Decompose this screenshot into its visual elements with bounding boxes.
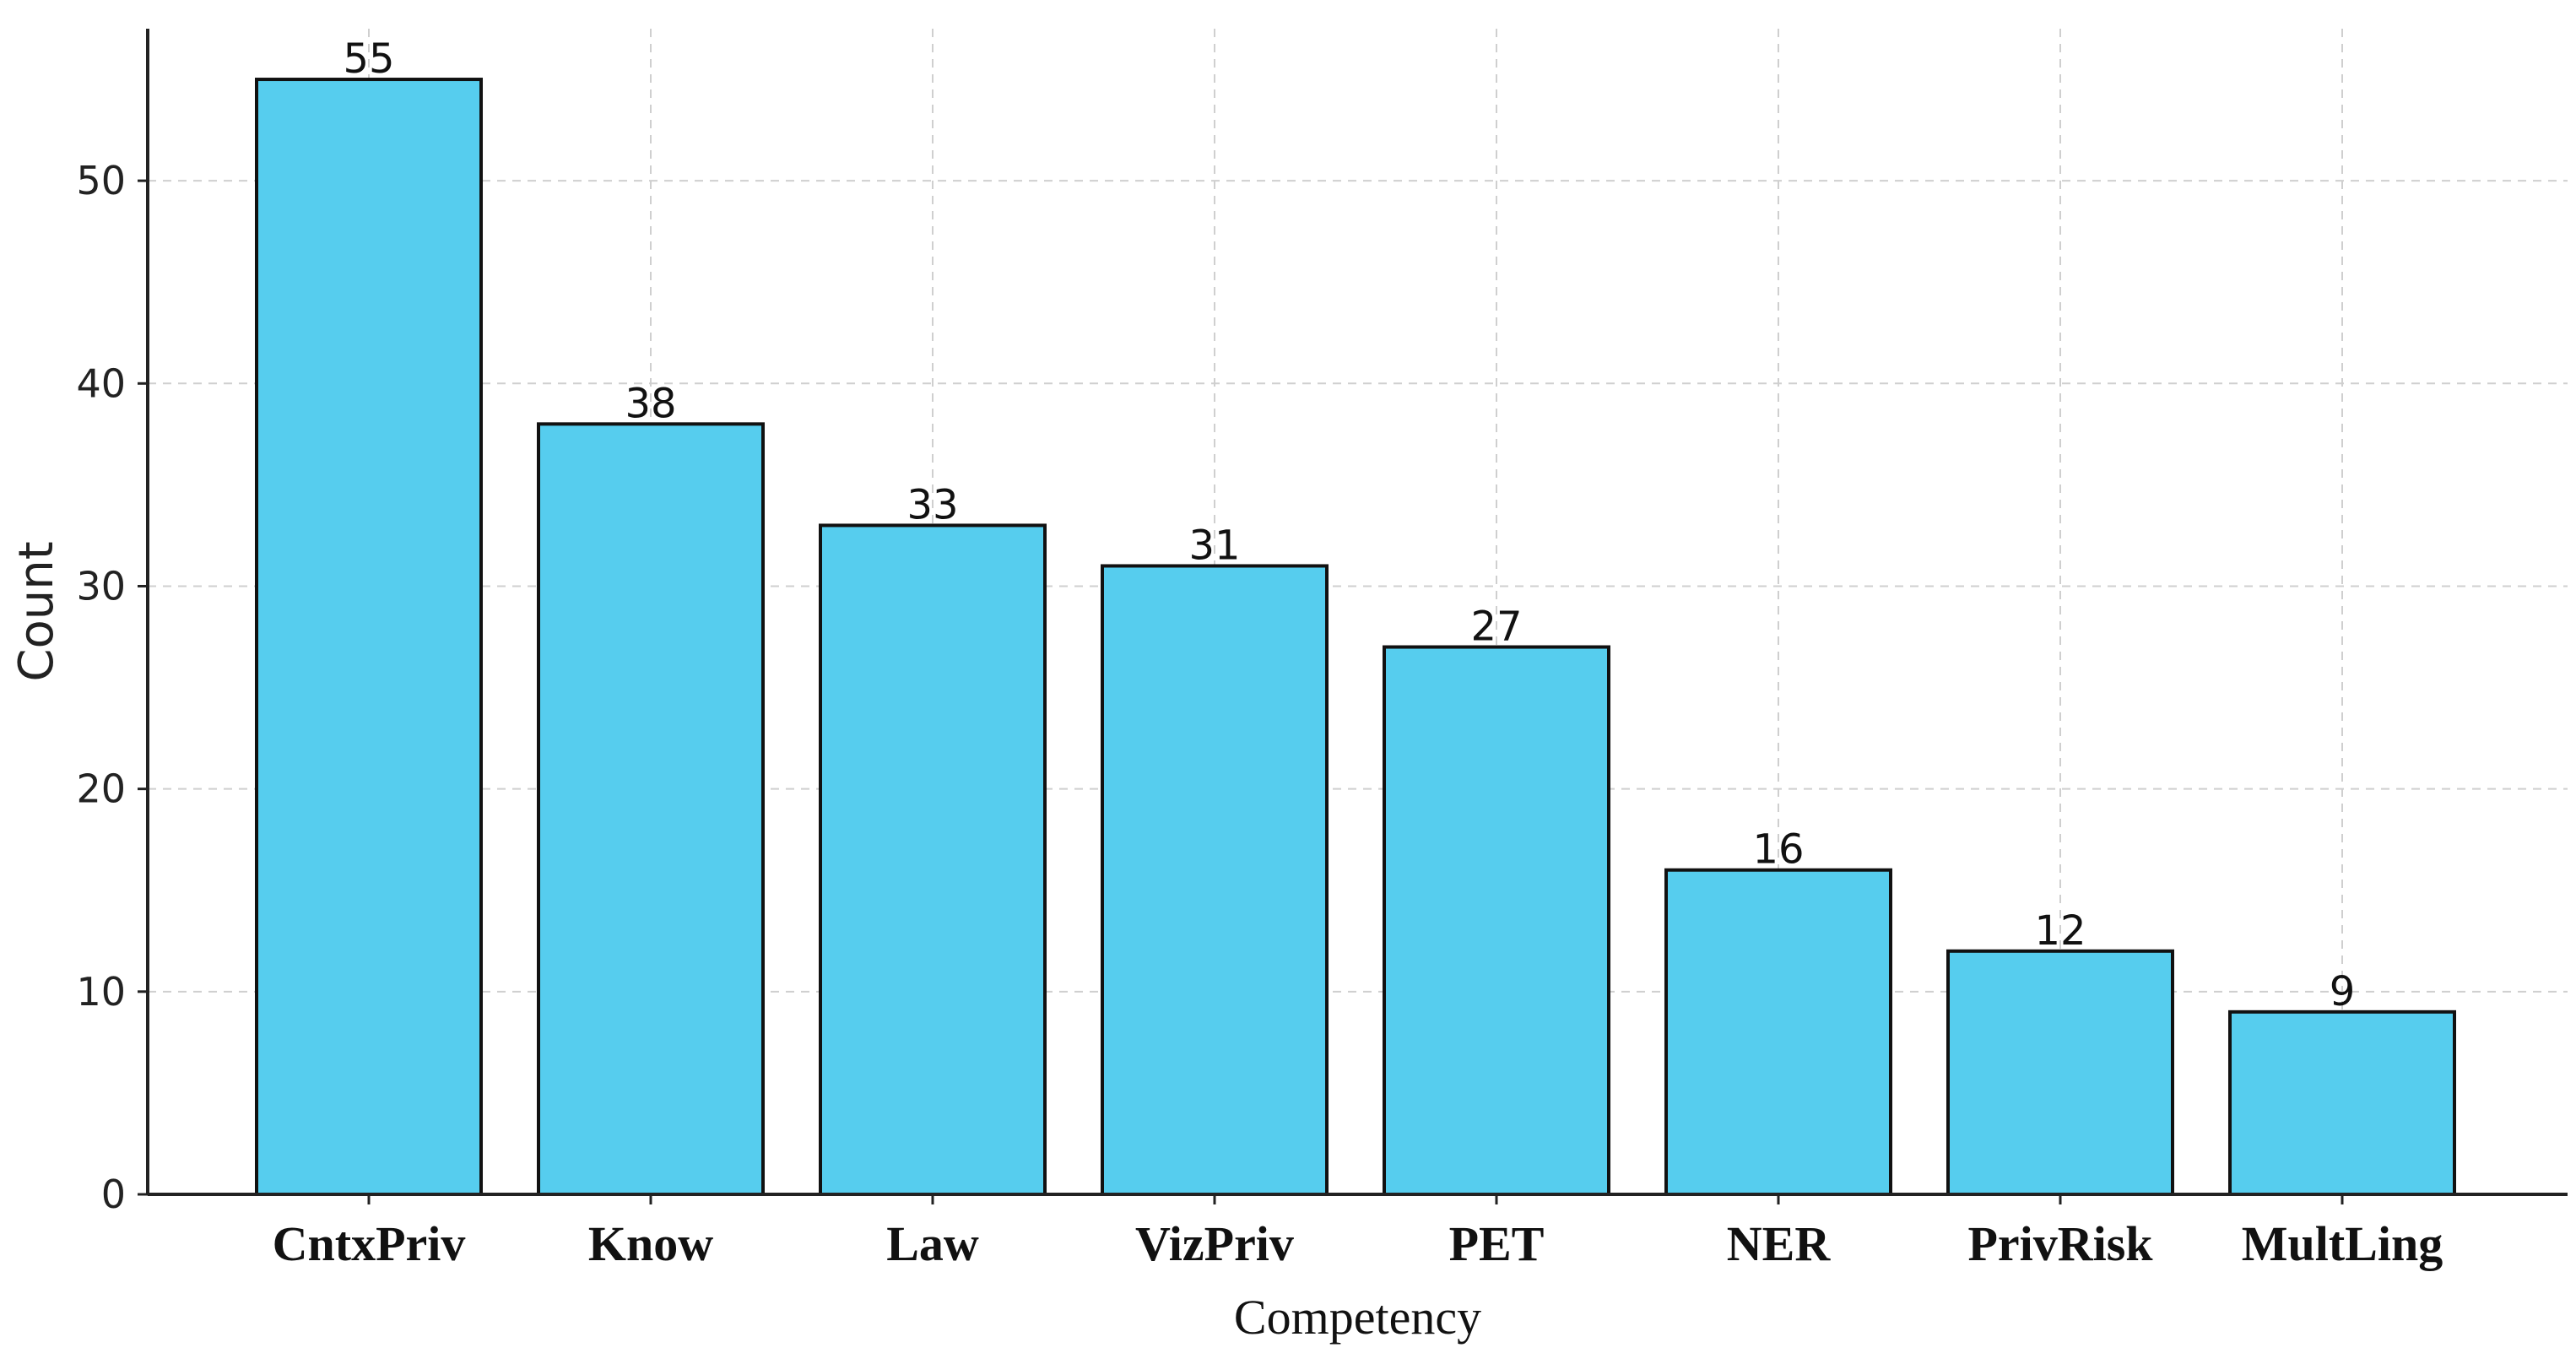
bar-vizpriv <box>1101 564 1329 1196</box>
bar-ner <box>1664 868 1892 1196</box>
bar-cntxpriv <box>255 78 483 1197</box>
data-label: 27 <box>1470 604 1522 651</box>
x-axis-title: Competency <box>1234 1290 1481 1345</box>
bar-privrisk <box>1946 949 2174 1196</box>
y-tick-label: 0 <box>101 1172 126 1217</box>
x-axis-ticks: CntxPriv Know Law VizPriv PET NER PrivRisk Mult… <box>273 1194 2443 1271</box>
y-tick-label: 20 <box>76 766 126 812</box>
x-tick-label-ner: NER <box>1727 1216 1832 1271</box>
y-axis-ticks: 0 10 20 30 40 50 <box>76 158 148 1217</box>
data-label: 38 <box>625 380 676 427</box>
axes <box>146 29 2568 1196</box>
bars <box>255 78 2456 1197</box>
y-tick-label: 10 <box>76 969 126 1015</box>
bar-pet <box>1383 645 1610 1196</box>
x-tick-label-vizpriv: VizPriv <box>1135 1216 1294 1271</box>
y-axis-title: Count <box>9 541 64 681</box>
data-label: 16 <box>1752 826 1804 874</box>
x-tick-label-privrisk: PrivRisk <box>1967 1216 2153 1271</box>
data-label: 33 <box>906 481 958 528</box>
x-tick-label-know: Know <box>588 1216 713 1271</box>
x-tick-label-multling: MultLing <box>2242 1216 2443 1271</box>
data-labels: 55 38 33 31 27 16 12 9 <box>343 35 2355 1015</box>
x-tick-label-cntxpriv: CntxPriv <box>273 1216 466 1271</box>
y-tick-label: 50 <box>76 158 126 203</box>
bar-know <box>537 422 765 1197</box>
data-label: 12 <box>2034 907 2086 955</box>
grid <box>148 29 2568 1194</box>
y-tick-label: 40 <box>76 360 126 406</box>
y-tick-label: 30 <box>76 563 126 609</box>
data-label: 9 <box>2330 968 2356 1015</box>
data-label: 55 <box>343 35 394 83</box>
bar-multling <box>2228 1009 2456 1197</box>
x-tick-label-pet: PET <box>1449 1216 1545 1271</box>
data-label: 31 <box>1188 522 1240 569</box>
bar-law <box>819 523 1047 1196</box>
x-tick-label-law: Law <box>886 1216 979 1271</box>
